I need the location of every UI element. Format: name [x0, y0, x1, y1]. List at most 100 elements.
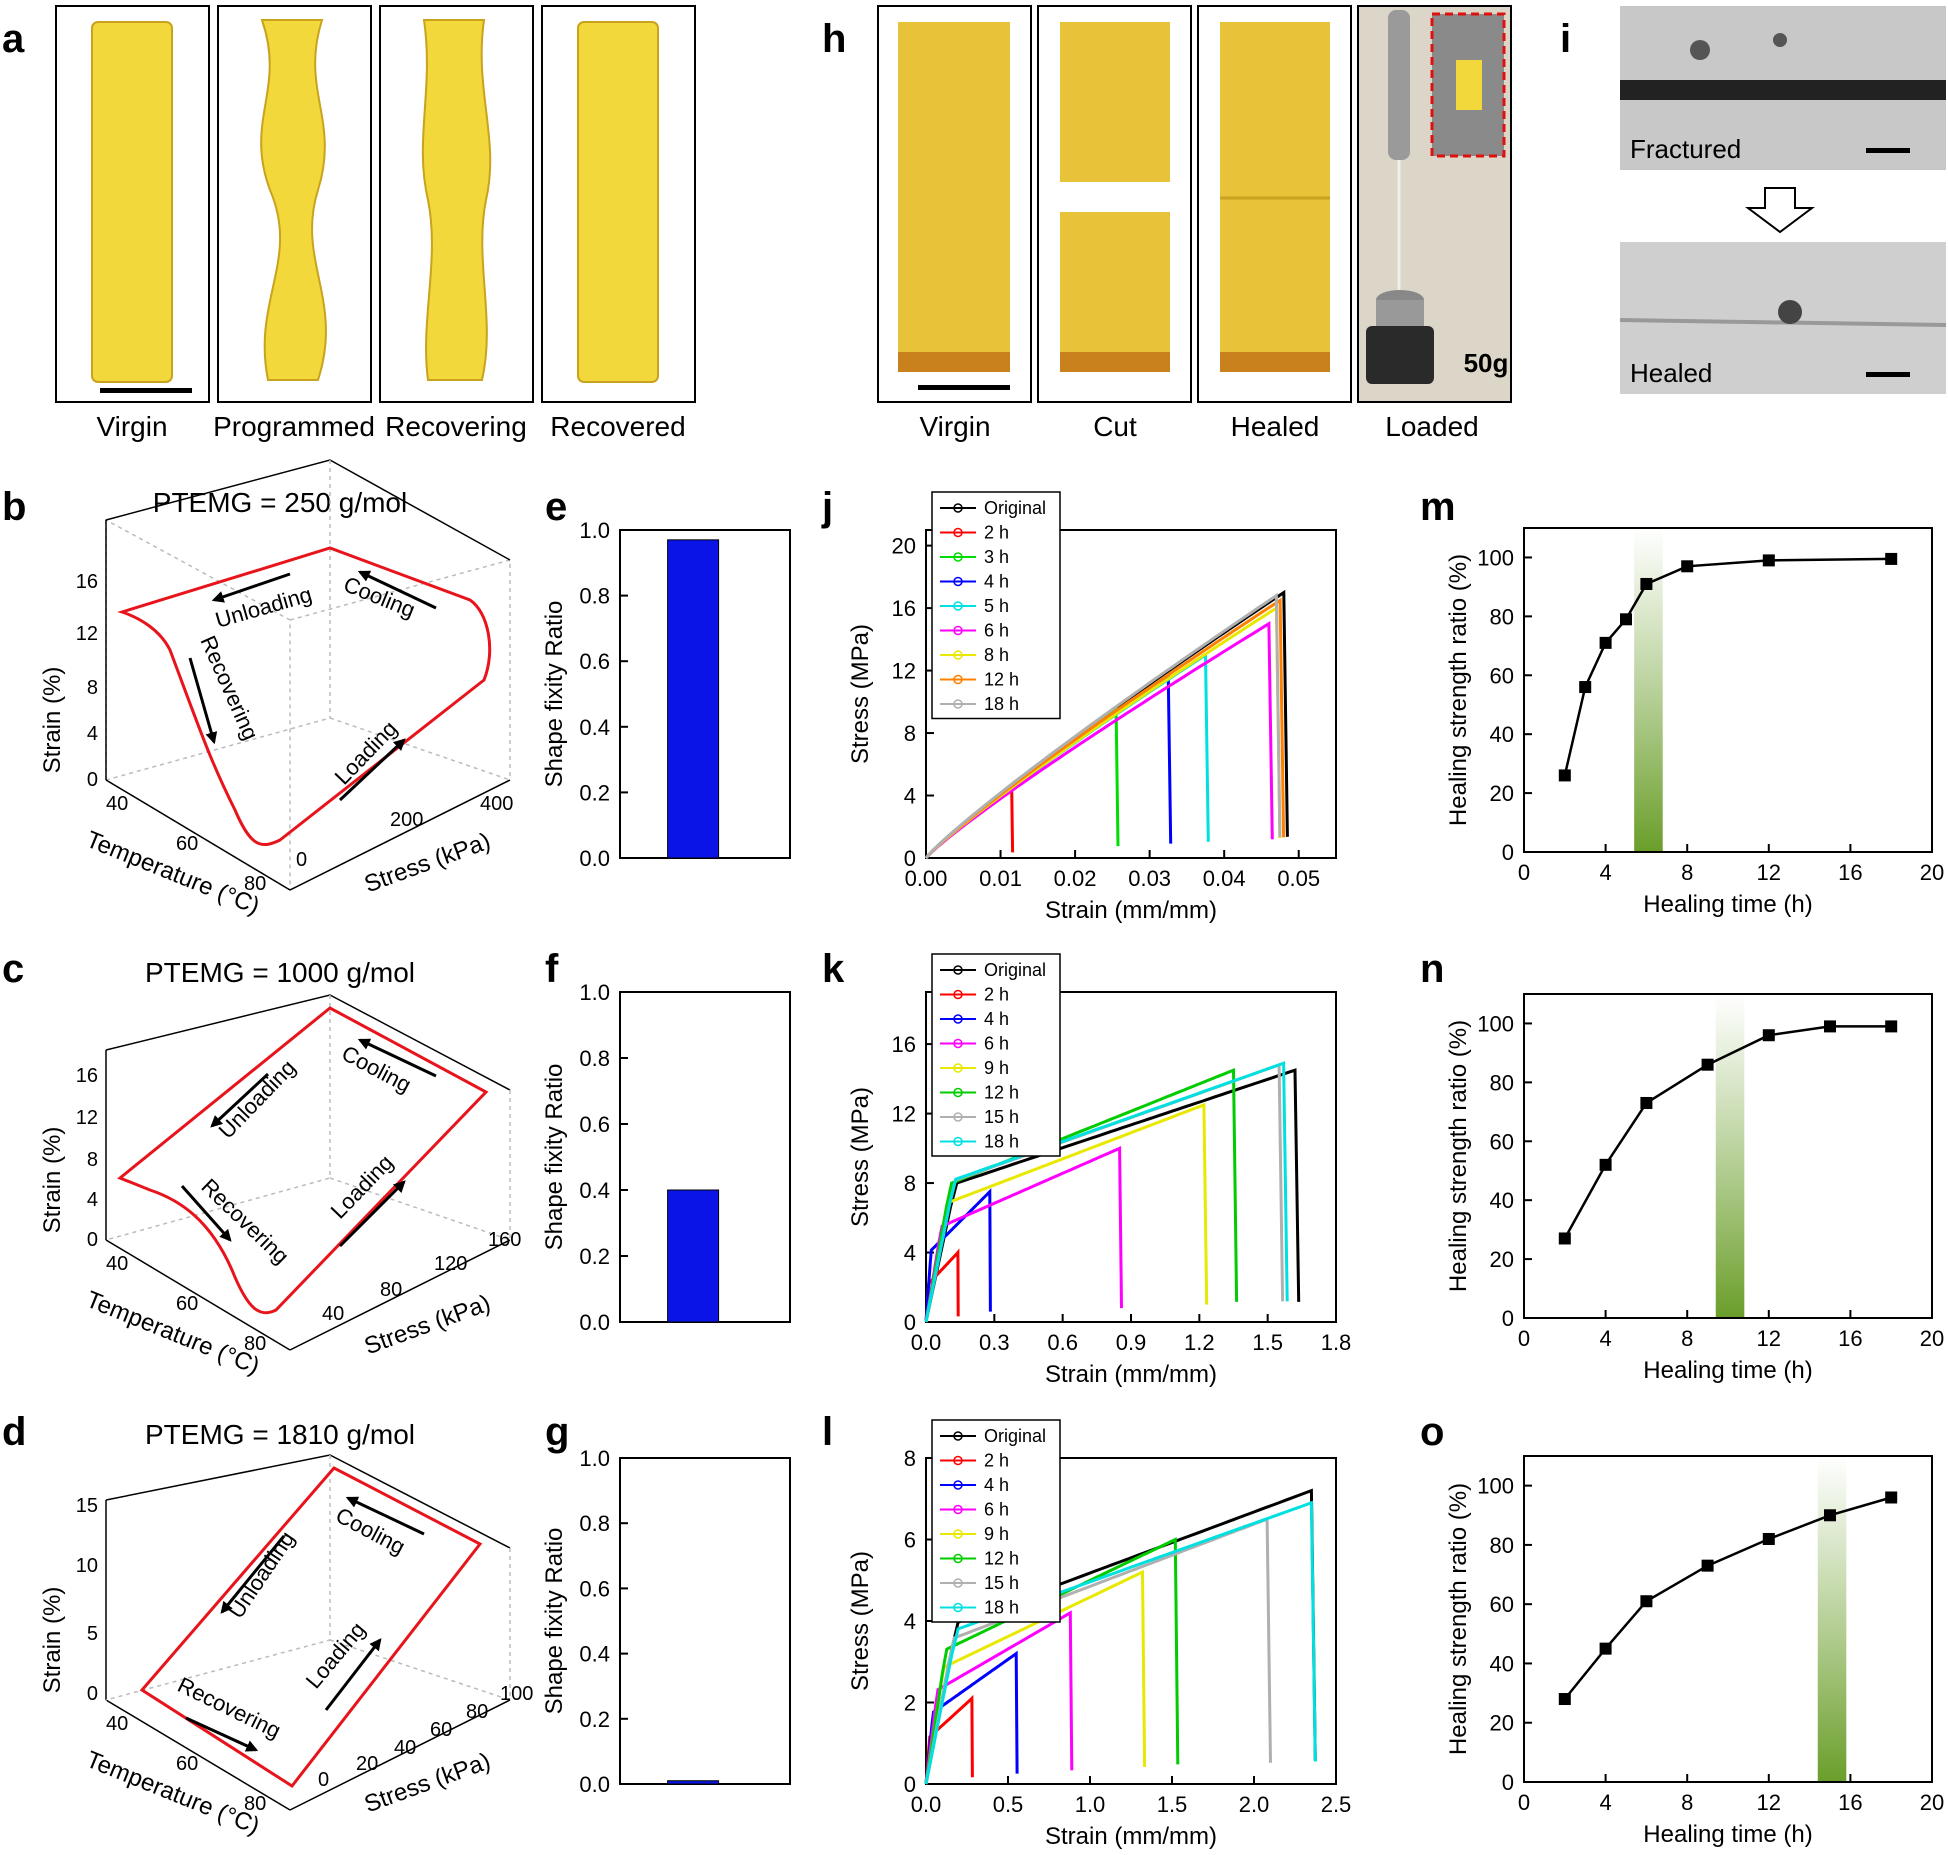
legend-label-j: 8 h [984, 645, 1009, 665]
bar-g-y-tick-label: 0.6 [579, 1576, 610, 1601]
legend-marker-j [953, 674, 963, 685]
highlight-band-n [1715, 994, 1745, 1318]
arrow-cooling-b [357, 570, 437, 610]
heal-o-x-tick-label: 16 [1838, 1790, 1862, 1815]
caption-programmed: Programmed [213, 411, 375, 442]
photo-programmed [217, 5, 372, 403]
caption-virgin-h: Virgin [919, 411, 990, 442]
stress-tick-c: 40 [322, 1303, 344, 1325]
panel-label-k: k [822, 947, 845, 991]
specimen-cut-bottom [1060, 212, 1170, 372]
legend-marker-l [953, 1578, 963, 1588]
photo-h-loaded: 50g [1357, 5, 1512, 403]
stress-strain-chart-k: 0.0 0.3 0.6 0.9 1.2 1.5 1.8 0 4 8 12 16 Strain (mm/m… [847, 953, 1351, 1388]
legend-marker-l [953, 1455, 963, 1466]
healing-line-m [1563, 557, 1892, 776]
heal-o-y-tick-label: 20 [1490, 1711, 1514, 1736]
legend-label-l: Original [984, 1426, 1046, 1446]
series-line-l-4 [924, 1569, 1147, 1785]
heal-m-x-tick-label: 12 [1757, 860, 1781, 885]
ss-j-plot-frame [925, 529, 1337, 859]
healing-point-o [1701, 1559, 1714, 1572]
legend-marker-l [953, 1602, 963, 1613]
ss-l-y-tick-label: 4 [904, 1609, 916, 1634]
stress-tick-b: 200 [390, 809, 423, 831]
arrow-unloading-b [211, 572, 291, 603]
legend-label-k: Original [984, 960, 1046, 980]
healing-point-n [1640, 1096, 1653, 1109]
heal-o-x-axis-label: Healing time (h) [1643, 1821, 1812, 1848]
box-frame-b [105, 459, 511, 892]
legend-marker-k [953, 1136, 963, 1147]
legend-j: Original 2 h 3 h 4 h 5 h 6 h 8 h 12 h 18 h [931, 491, 1061, 720]
stress-tick-d: 100 [500, 1683, 533, 1705]
cycle-curve-d [139, 1466, 483, 1789]
scale-bar-h [918, 385, 1010, 390]
photo-h-healed [1197, 5, 1352, 403]
arrow-recovering-b [188, 657, 218, 745]
panel-label-b: b [2, 485, 26, 529]
annotation-recovering-d: Recovering [174, 1672, 285, 1743]
healing-point-n [1762, 1029, 1775, 1042]
ss-l-x-tick-label: 0.5 [993, 1792, 1024, 1817]
healing-point-m [1620, 613, 1632, 626]
series-line-k-4 [924, 1102, 1209, 1323]
arrow-recovering-d [185, 1716, 259, 1752]
legend-label-l: 18 h [984, 1598, 1019, 1618]
legend-marker-j [953, 576, 963, 587]
ss-l-y-tick-label: 8 [904, 1446, 916, 1471]
stress-tick-c: 160 [488, 1229, 521, 1251]
healing-point-o [1640, 1595, 1653, 1608]
legend-label-l: 4 h [984, 1475, 1009, 1495]
label-healed-micrograph: Healed [1630, 358, 1712, 388]
stress-tick-b: 400 [480, 793, 513, 815]
arrow-cooling-d [345, 1496, 425, 1536]
legend-label-k: 12 h [984, 1083, 1019, 1103]
ss-j-y-tick-label: 12 [892, 659, 916, 684]
title-c: PTEMG = 1000 g/mol [145, 957, 415, 988]
legend-label-k: 9 h [984, 1058, 1009, 1078]
clamp-icon [1388, 10, 1410, 160]
healing-point-o [1762, 1532, 1775, 1545]
series-line-k-0 [924, 1068, 1301, 1323]
down-arrow-icon [1745, 187, 1815, 234]
photo-h-virgin [877, 5, 1032, 403]
ylabel-d: Stress (kPa) [361, 1748, 494, 1819]
ss-j-x-tick-label: 0.04 [1203, 866, 1246, 891]
ss-k-x-tick-label: 0.3 [979, 1330, 1010, 1355]
specimen-h-virgin [898, 22, 1010, 372]
healing-point-m [1762, 554, 1775, 567]
healing-point-m [1579, 681, 1592, 694]
panel-label-c: c [2, 947, 24, 991]
strain-tick-d: 0 [87, 1683, 98, 1705]
bar-chart-f: 0.0 0.2 0.4 0.6 0.8 1.0 Shape fixity Ratio [541, 980, 791, 1335]
healing-point-o [1824, 1509, 1836, 1522]
specimen-programmed [260, 19, 327, 381]
bar-e-y-tick-label: 0.4 [579, 715, 610, 740]
ss-j-y-tick-label: 4 [904, 784, 916, 809]
ss-j-y-tick-label: 16 [892, 596, 916, 621]
ss-k-y-axis-label: Stress (MPa) [847, 1087, 874, 1227]
healing-point-m [1681, 560, 1694, 573]
caption-cut: Cut [1093, 411, 1137, 442]
ss-k-x-tick-label: 0.0 [911, 1330, 942, 1355]
label-fractured: Fractured [1630, 134, 1741, 164]
legend-marker-j [953, 552, 963, 562]
legend-label-k: 2 h [984, 985, 1009, 1005]
legend-marker-j [953, 527, 963, 538]
legend-label-j: 3 h [984, 547, 1009, 567]
ss-k-y-tick-label: 12 [892, 1102, 916, 1127]
legend-l: Original 2 h 4 h 6 h 9 h 12 h 15 h 18 h [931, 1419, 1061, 1623]
legend-marker-l [953, 1480, 963, 1490]
legend-label-k: 15 h [984, 1107, 1019, 1127]
legend-marker-k [953, 989, 963, 1000]
bar-g-y-tick-label: 1.0 [579, 1446, 610, 1471]
bar-g-y-axis-label: Shape fixity Ratio [541, 1528, 568, 1715]
bar-e-value [667, 539, 720, 859]
panel-label-f: f [545, 947, 559, 991]
strain-tick-b: 16 [76, 571, 98, 593]
xlabel-d: Temperature (°C) [82, 1746, 263, 1840]
legend-marker-k [953, 1038, 963, 1049]
cycle-curve-b [117, 546, 492, 846]
healing-point-o [1599, 1642, 1612, 1655]
